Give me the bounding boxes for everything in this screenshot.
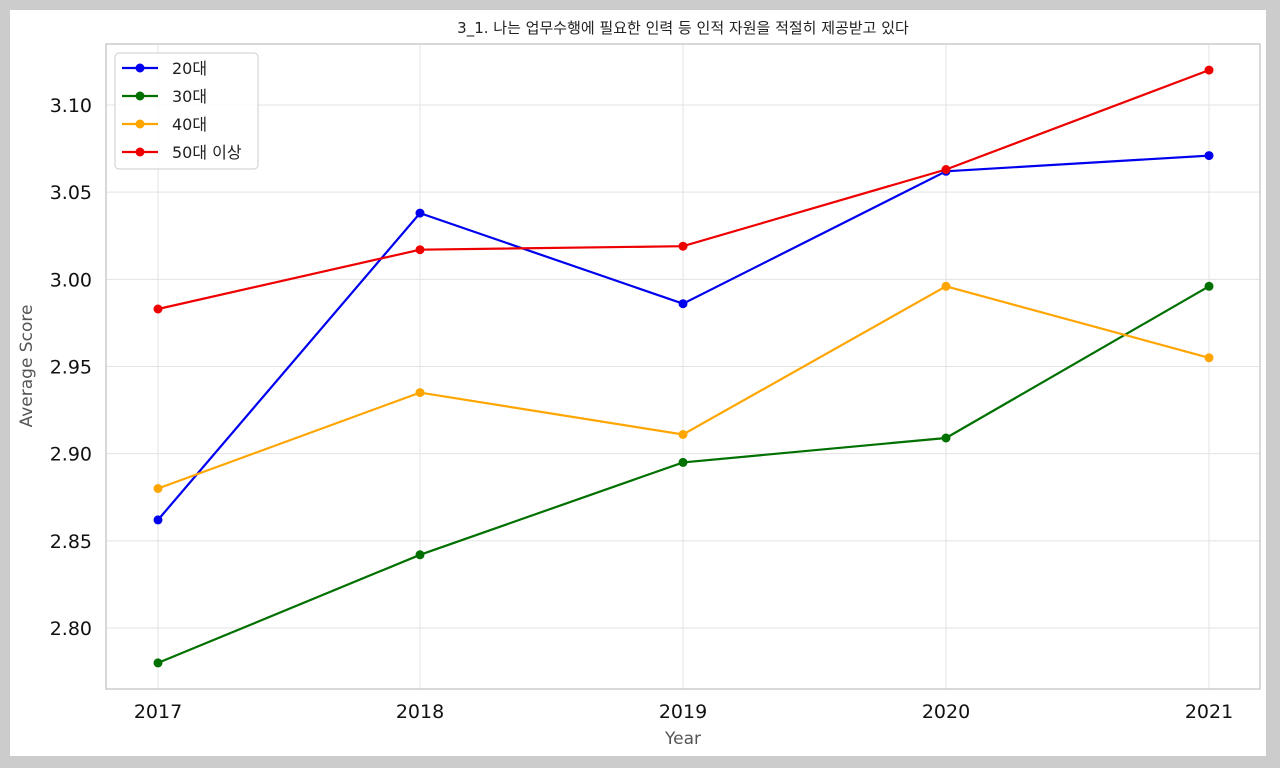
y-tick-label: 2.90 (50, 444, 92, 466)
x-axis-ticks: 2017 2018 2019 2020 2021 (134, 701, 1233, 723)
data-point (1204, 281, 1214, 291)
y-tick-label: 2.80 (50, 618, 92, 640)
data-point (941, 433, 951, 443)
chart-frame: 3_1. 나는 업무수행에 필요한 인력 등 인적 자원을 적절히 제공받고 있… (10, 10, 1266, 756)
y-tick-label: 2.85 (50, 531, 92, 553)
line-chart: 3_1. 나는 업무수행에 필요한 인력 등 인적 자원을 적절히 제공받고 있… (17, 19, 1261, 749)
y-axis-ticks: 2.80 2.85 2.90 2.95 3.00 3.05 3.10 (50, 95, 92, 640)
data-point (678, 430, 688, 439)
x-tick-label: 2020 (922, 701, 970, 723)
x-tick-label: 2018 (396, 701, 444, 723)
grid (106, 44, 1260, 689)
x-tick-label: 2021 (1185, 701, 1233, 723)
y-tick-label: 3.00 (50, 269, 92, 291)
data-point (415, 245, 425, 255)
x-tick-label: 2017 (134, 701, 182, 723)
legend: 20대 30대 40대 50대 이상 (114, 52, 259, 170)
y-tick-label: 3.10 (50, 95, 92, 117)
x-axis-label: Year (664, 729, 701, 749)
data-point (153, 484, 163, 493)
legend-marker (135, 63, 145, 73)
y-tick-label: 3.05 (50, 182, 92, 204)
y-tick-label: 2.95 (50, 357, 92, 379)
data-point (153, 304, 163, 314)
legend-marker (135, 91, 145, 101)
data-point (1204, 151, 1214, 161)
legend-label: 30대 (172, 87, 207, 106)
x-tick-label: 2019 (659, 701, 707, 723)
data-point (415, 388, 425, 398)
data-point (415, 550, 425, 560)
data-point (678, 457, 688, 467)
legend-label: 20대 (172, 59, 207, 78)
data-point (678, 299, 688, 309)
data-point (153, 658, 163, 668)
data-point (678, 241, 688, 251)
legend-box (114, 52, 259, 170)
y-axis-label: Average Score (17, 305, 37, 428)
legend-marker (135, 147, 145, 157)
chart-title: 3_1. 나는 업무수행에 필요한 인력 등 인적 자원을 적절히 제공받고 있… (457, 19, 909, 38)
data-point (1204, 353, 1214, 363)
data-point (941, 165, 951, 174)
data-point (1204, 65, 1214, 75)
data-point (153, 515, 163, 525)
legend-label: 50대 이상 (172, 143, 242, 162)
plot-area-border (105, 43, 1261, 690)
legend-marker (135, 119, 145, 129)
series-lines (153, 65, 1214, 668)
data-point (941, 281, 951, 291)
legend-label: 40대 (172, 115, 207, 134)
data-point (415, 208, 425, 218)
